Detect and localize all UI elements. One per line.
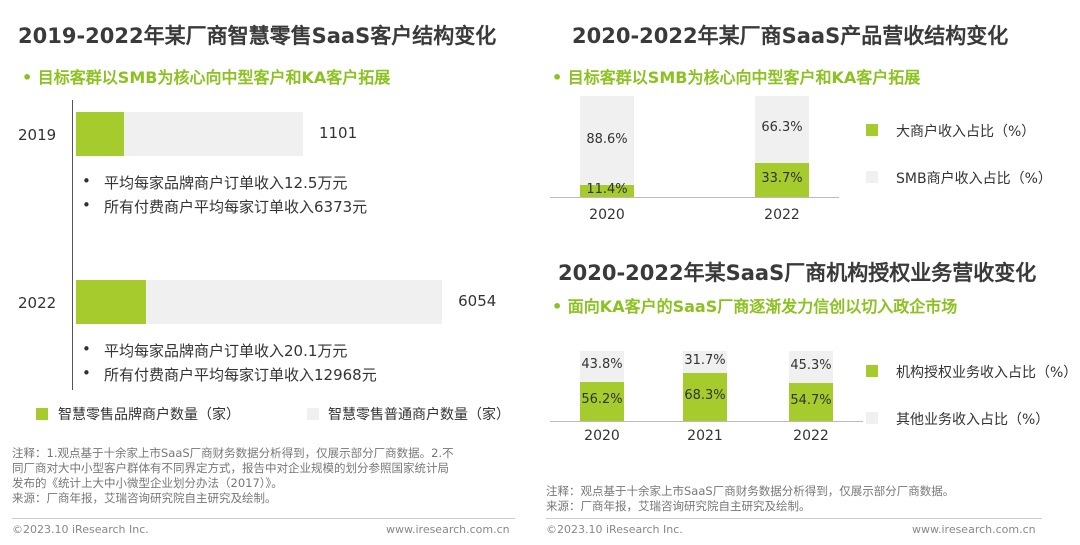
left-title: 2019-2022年某厂商智慧零售SaaS客户结构变化: [18, 24, 497, 48]
left-website: www.iresearch.com.cn: [386, 523, 510, 536]
data-label: 43.8%: [581, 357, 623, 373]
annotation-text: 所有付费商户平均每家订单收入12968元: [104, 366, 377, 384]
annotation-text: 平均每家品牌商户订单收入12.5万元: [104, 174, 348, 192]
bullet-dot: •: [82, 196, 91, 214]
data-label: 33.7%: [761, 170, 803, 186]
data-label: 66.3%: [761, 120, 803, 136]
legend-swatch: [866, 124, 878, 136]
bar-brand-merchants: [76, 112, 124, 156]
source-line: 来源：厂商年报，艾瑞咨询研究院自主研究及绘制。: [12, 491, 277, 505]
bar-segment-other: [580, 351, 624, 382]
bar-segment-other: [789, 351, 833, 383]
legend-label: 机构授权业务收入占比（%）: [896, 365, 1078, 381]
x-tick-label: 2020: [584, 428, 620, 444]
legend-label: 大商户收入占比（%）: [896, 124, 1036, 140]
x-tick-label: 2022: [793, 428, 829, 444]
bar-segment-other: [755, 96, 809, 163]
bar-segment-other: [683, 351, 727, 374]
bottom-right-title: 2020-2022年某SaaS厂商机构授权业务营收变化: [558, 261, 1037, 285]
bullet-dot: •: [82, 172, 91, 190]
legend-swatch: [866, 365, 878, 377]
data-label: 88.6%: [586, 131, 628, 147]
legend-swatch-normal: [307, 408, 319, 420]
data-label: 31.7%: [684, 353, 726, 369]
x-tick-label: 2022: [764, 207, 800, 223]
legend-label-brand: 智慧零售品牌商户数量（家）: [58, 407, 240, 423]
bar-segment-primary: [683, 373, 727, 421]
bar-segment-primary: [580, 185, 634, 197]
top-right-subtitle: • 目标客群以SMB为核心向中型客户和KA客户拓展: [552, 68, 921, 87]
right-website: www.iresearch.com.cn: [912, 523, 1036, 536]
data-label: 68.3%: [684, 388, 726, 404]
year-label: 2022: [18, 294, 57, 312]
bar-segment-primary: [755, 162, 809, 197]
left-subtitle: • 目标客群以SMB为核心向中型客户和KA客户拓展: [22, 68, 391, 87]
left-footer-divider: [12, 518, 515, 519]
left-note: 注释：1.观点基于十余家上市SaaS厂商财务数据分析得到，仅展示部分厂商数据。2…: [12, 446, 454, 506]
note-line: 同厂商对大中小型客户群体有不同界定方式，报告中对企业规模的划分参照国家统计局: [12, 461, 449, 475]
data-label: 45.3%: [790, 357, 832, 373]
source-line: 来源：厂商年报，艾瑞咨询研究院自主研究及绘制。: [546, 499, 811, 513]
top-right-title: 2020-2022年某厂商SaaS产品营收结构变化: [572, 24, 1009, 48]
year-label: 2019: [18, 126, 57, 144]
data-label: 56.2%: [581, 392, 623, 408]
x-tick-label: 2021: [687, 428, 723, 444]
bullet-dot: •: [82, 364, 91, 382]
note-line: 注释：1.观点基于十余家上市SaaS厂商财务数据分析得到，仅展示部分厂商数据。2…: [12, 446, 454, 460]
right-footer-divider: [546, 518, 1042, 519]
annotation-text: 所有付费商户平均每家订单收入6373元: [104, 198, 368, 216]
note-line: 发布的《统计上大中小微型企业划分办法（2017）》。: [12, 476, 283, 490]
x-axis-line: [550, 421, 863, 422]
legend-label: SMB商户收入占比（%）: [896, 171, 1052, 187]
left-axis-line: [72, 100, 73, 390]
bar-segment-other: [580, 96, 634, 186]
right-note: 注释：观点基于十余家上市SaaS厂商财务数据分析得到，仅展示部分厂商数据。 来源…: [546, 484, 954, 514]
bar-segment-primary: [580, 381, 624, 421]
data-label: 11.4%: [586, 182, 628, 198]
legend-swatch-brand: [36, 408, 48, 420]
x-tick-label: 2020: [589, 207, 625, 223]
bar-segment-primary: [789, 382, 833, 421]
x-axis-line: [550, 197, 839, 198]
bar-brand-merchants: [76, 280, 146, 324]
bar-total-label: 1101: [318, 124, 358, 142]
left-copyright: ©2023.10 iResearch Inc.: [12, 523, 149, 536]
bullet-dot: •: [82, 340, 91, 358]
legend-swatch: [866, 412, 878, 424]
bottom-right-subtitle: • 面向KA客户的SaaS厂商逐渐发力信创以切入政企市场: [552, 297, 958, 316]
data-label: 54.7%: [790, 392, 832, 408]
note-line: 注释：观点基于十余家上市SaaS厂商财务数据分析得到，仅展示部分厂商数据。: [546, 484, 955, 498]
legend-swatch: [866, 171, 878, 183]
bar-total-label: 6054: [458, 292, 497, 310]
legend-label: 其他业务收入占比（%）: [896, 412, 1050, 428]
annotation-text: 平均每家品牌商户订单收入20.1万元: [104, 342, 348, 360]
right-copyright: ©2023.10 iResearch Inc.: [546, 523, 683, 536]
legend-label-normal: 智慧零售普通商户数量（家）: [328, 407, 510, 423]
